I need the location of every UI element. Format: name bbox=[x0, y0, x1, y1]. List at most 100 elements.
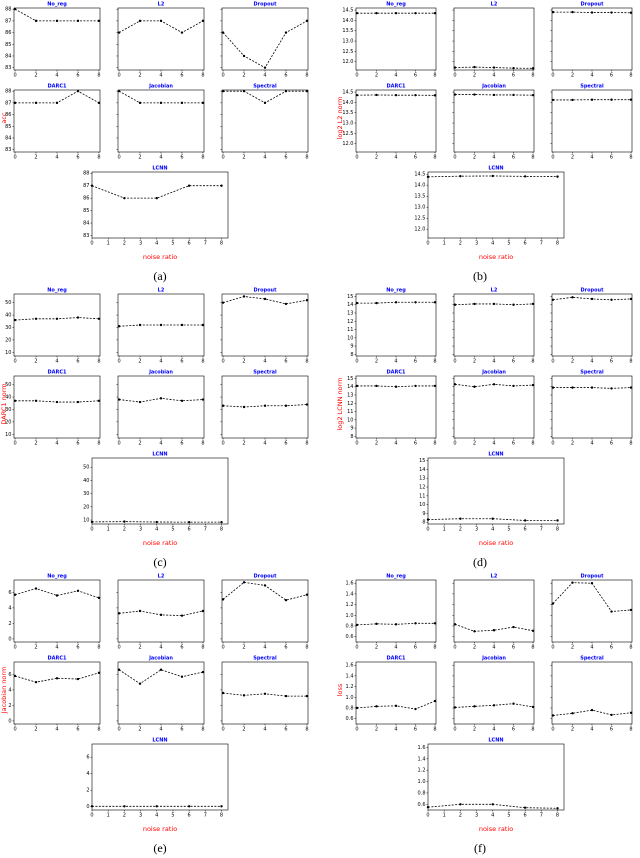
data-point bbox=[305, 89, 309, 93]
axes-frame bbox=[427, 457, 565, 525]
data-point bbox=[610, 387, 613, 390]
x-tick-label: 6 bbox=[610, 645, 613, 651]
x-tick-label: 6 bbox=[76, 727, 79, 733]
x-tick-label: 6 bbox=[524, 241, 527, 247]
x-tick-label: 2 bbox=[375, 73, 378, 79]
data-point bbox=[180, 614, 184, 617]
x-tick-label: 8 bbox=[201, 155, 204, 161]
data-point bbox=[355, 93, 359, 97]
x-tick-label: 7 bbox=[540, 241, 543, 247]
data-point bbox=[556, 807, 559, 810]
data-point bbox=[180, 31, 184, 34]
x-tick-label: 0 bbox=[453, 73, 456, 79]
data-point bbox=[242, 89, 246, 93]
x-tick-label: 2 bbox=[459, 527, 462, 533]
axes-frame bbox=[551, 579, 633, 643]
y-tick-label: 0.8 bbox=[346, 623, 354, 629]
x-tick-label: 2 bbox=[242, 727, 245, 733]
x-tick-label: 2 bbox=[34, 73, 37, 79]
x-tick-label: 3 bbox=[475, 813, 478, 819]
x-tick-label: 3 bbox=[475, 241, 478, 247]
x-tick-label: 4 bbox=[263, 727, 266, 733]
data-point bbox=[284, 694, 288, 698]
x-tick-label: 2 bbox=[34, 155, 37, 161]
x-tick-label: 1 bbox=[443, 527, 446, 533]
y-tick-label: 12.5 bbox=[342, 49, 353, 55]
y-tick-label: 15 bbox=[347, 294, 353, 300]
data-point bbox=[523, 175, 527, 178]
x-tick-label: 0 bbox=[117, 155, 120, 161]
data-point bbox=[512, 66, 515, 70]
subplot-title: Dropout bbox=[580, 288, 604, 294]
data-point bbox=[34, 680, 38, 684]
data-point bbox=[159, 613, 163, 617]
y-tick-label: 1.0 bbox=[418, 779, 426, 785]
subplot-title: No_reg bbox=[47, 288, 67, 294]
x-tick-label: 4 bbox=[492, 645, 495, 651]
data-point bbox=[610, 298, 613, 301]
x-tick-label: 2 bbox=[571, 441, 574, 447]
x-tick-label: 0 bbox=[221, 155, 224, 161]
subplot-title: LCNN bbox=[488, 738, 503, 744]
y-tick-label: 20 bbox=[5, 337, 11, 343]
y-tick-label: 11 bbox=[347, 409, 353, 415]
x-tick-label: 0 bbox=[90, 813, 93, 819]
x-tick-label: 6 bbox=[512, 73, 515, 79]
x-tick-label: 2 bbox=[375, 727, 378, 733]
x-tick-label: 6 bbox=[180, 359, 183, 365]
x-tick-label: 2 bbox=[34, 359, 37, 365]
data-point bbox=[305, 593, 309, 596]
x-tick-label: 0 bbox=[355, 441, 358, 447]
axes-frame bbox=[355, 89, 437, 153]
data-point bbox=[117, 89, 121, 93]
x-tick-label: 4 bbox=[159, 359, 162, 365]
axes-frame bbox=[117, 7, 205, 71]
x-tick-label: 4 bbox=[492, 727, 495, 733]
series-line bbox=[454, 623, 534, 632]
data-point bbox=[590, 98, 594, 101]
y-tick-label: 10 bbox=[347, 417, 353, 423]
y-tick-label: 20 bbox=[5, 419, 11, 425]
x-tick-label: 4 bbox=[55, 645, 58, 651]
x-tick-label: 6 bbox=[524, 527, 527, 533]
x-tick-label: 8 bbox=[531, 727, 534, 733]
x-tick-label: 4 bbox=[590, 155, 593, 161]
data-point bbox=[221, 89, 225, 93]
y-tick-label: 86 bbox=[5, 112, 11, 118]
data-point bbox=[159, 397, 163, 400]
axes-frame bbox=[453, 579, 535, 643]
y-tick-label: 14.5 bbox=[342, 90, 353, 96]
data-point bbox=[531, 93, 535, 97]
data-point bbox=[433, 11, 437, 15]
data-point bbox=[117, 31, 121, 34]
x-tick-label: 8 bbox=[201, 359, 204, 365]
data-point bbox=[629, 11, 633, 14]
y-tick-label: 12.5 bbox=[342, 131, 353, 137]
axes-frame bbox=[551, 375, 633, 439]
x-tick-label: 8 bbox=[531, 73, 534, 79]
x-tick-label: 8 bbox=[433, 441, 436, 447]
data-point bbox=[55, 594, 59, 597]
data-point bbox=[523, 519, 527, 522]
x-tick-label: 7 bbox=[204, 813, 207, 819]
data-point bbox=[242, 581, 246, 584]
data-point bbox=[90, 184, 94, 187]
axes-frame bbox=[13, 293, 101, 357]
data-point bbox=[426, 805, 430, 809]
y-tick-label: 1.2 bbox=[346, 602, 354, 608]
x-tick-label: 0 bbox=[453, 441, 456, 447]
y-tick-label: 84 bbox=[5, 135, 11, 141]
data-point bbox=[242, 694, 246, 697]
subplot-title: DARC1 bbox=[47, 370, 67, 376]
data-point bbox=[34, 587, 38, 590]
x-tick-label: 8 bbox=[556, 813, 559, 819]
x-tick-label: 4 bbox=[394, 441, 397, 447]
data-point bbox=[201, 101, 205, 105]
data-point bbox=[375, 301, 378, 305]
subplot-title: Jacobian bbox=[148, 656, 173, 662]
x-tick-label: 8 bbox=[556, 527, 559, 533]
data-point bbox=[138, 400, 142, 404]
series-line bbox=[552, 582, 632, 612]
x-tick-label: 0 bbox=[117, 441, 120, 447]
